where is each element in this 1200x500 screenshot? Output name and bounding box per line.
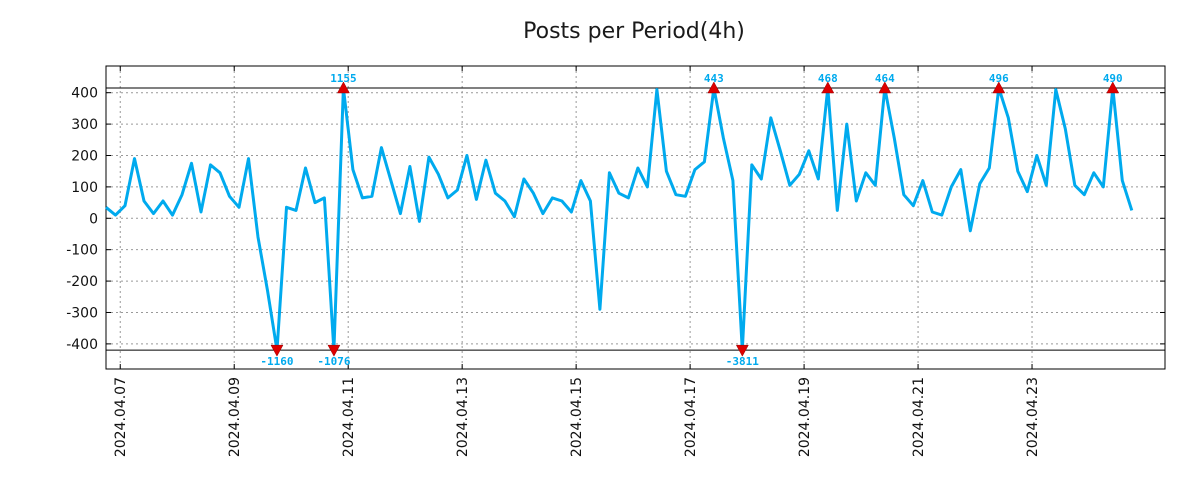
x-tick-label: 2024.04.07 [113,377,129,457]
marker-label: -3811 [726,355,759,368]
y-tick-label: 200 [71,148,98,164]
peak-marker [992,81,1006,94]
y-tick-label: -100 [66,243,98,259]
x-axis: 2024.04.07 2024.04.09 2024.04.11 2024.04.13… [113,66,1041,457]
x-tick-label: 2024.04.17 [683,377,699,457]
marker-label: 443 [704,72,724,85]
x-tick-label: 2024.04.19 [797,377,813,457]
marker-label: -1076 [317,355,350,368]
peak-marker [337,81,350,94]
x-tick-label: 2024.04.21 [911,377,927,457]
x-tick-label: 2024.04.15 [569,377,585,457]
marker-label: 1155 [330,72,357,85]
y-tick-label: -200 [66,274,98,290]
limit-lines [106,87,1165,351]
peak-marker [707,81,721,94]
trough-marker [735,344,749,357]
marker-label: -1160 [260,355,293,368]
chart-title: Posts per Period(4h) [523,19,745,44]
marker-label: 490 [1103,72,1123,85]
marker-label: 464 [875,72,895,85]
y-tick-label: -300 [66,305,98,321]
x-tick-label: 2024.04.23 [1025,377,1041,457]
trough-marker [270,344,284,357]
x-tick-label: 2024.04.13 [455,377,471,457]
plot-frame [105,65,1166,370]
peak-marker [1106,81,1120,94]
x-tick-label: 2024.04.09 [227,377,243,457]
x-tick-label: 2024.04.11 [341,377,357,457]
y-tick-label: 400 [71,86,98,102]
y-axis: 400 300 200 100 0 -100 -200 -300 -400 [66,86,1165,353]
trough-marker [327,344,341,357]
series-line [105,86,1134,352]
marker-label: 496 [989,72,1009,85]
peak-marker [878,81,892,94]
peak-marker [821,81,835,94]
y-tick-label: 0 [89,211,98,227]
marker-label: 468 [818,72,838,85]
y-tick-label: 100 [71,180,98,196]
markers: 1155 443 468 464 496 490 -1160 -1076 -3811 [260,72,1122,368]
y-tick-label: 300 [71,117,98,133]
y-tick-label: -400 [66,337,98,353]
